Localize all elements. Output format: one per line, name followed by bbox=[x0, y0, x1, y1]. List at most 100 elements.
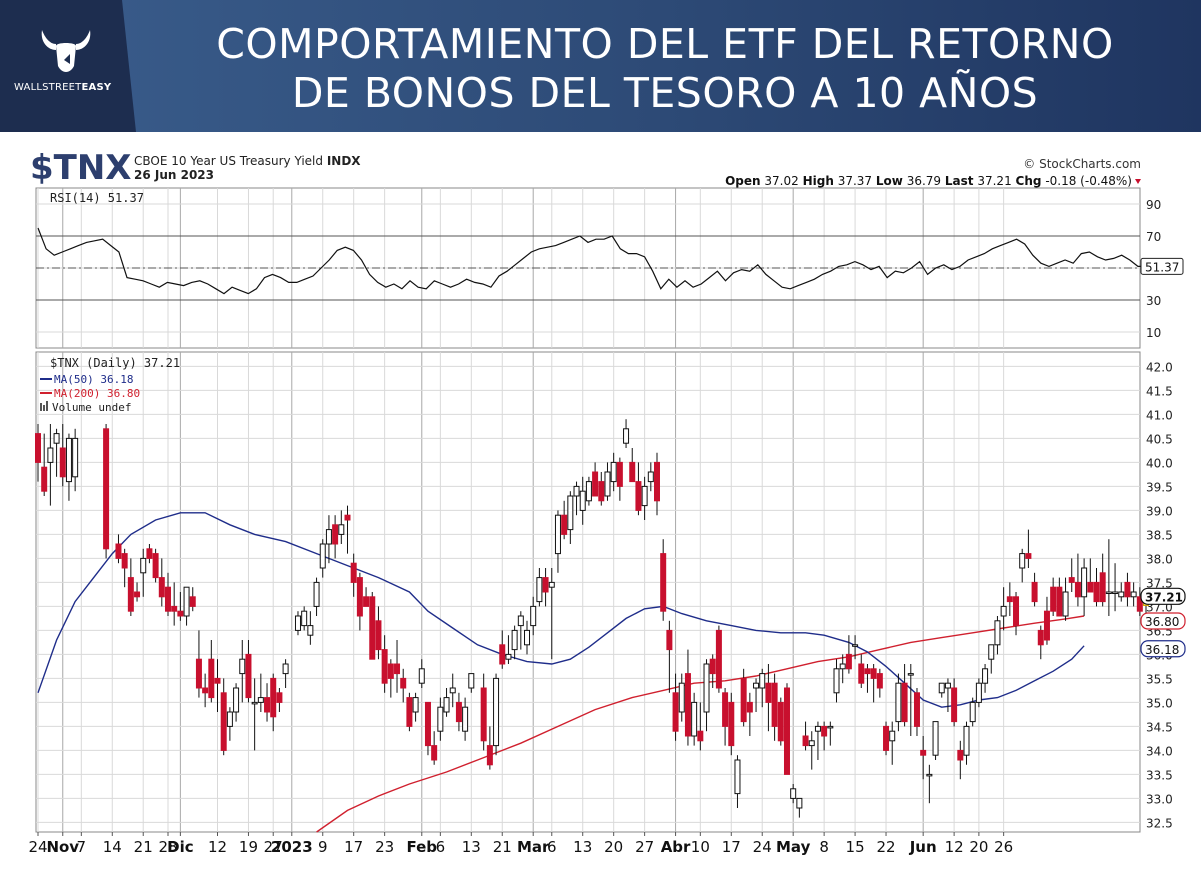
candle bbox=[845, 635, 852, 674]
rsi-label: RSI(14) 51.37 bbox=[50, 191, 144, 205]
x-tick-label: 9 bbox=[318, 838, 328, 856]
candle bbox=[338, 510, 345, 544]
candle-body bbox=[567, 495, 574, 531]
candle bbox=[356, 572, 363, 631]
x-tick-label: 7 bbox=[77, 838, 87, 856]
candle-body bbox=[517, 615, 524, 627]
candle bbox=[938, 682, 945, 698]
x-tick-label: 20 bbox=[969, 838, 988, 856]
candle-body bbox=[251, 701, 258, 705]
candle bbox=[678, 673, 685, 722]
stock-chart: $TNX CBOE 10 Year US Treasury Yield INDX… bbox=[28, 148, 1186, 856]
candle-body bbox=[932, 721, 939, 756]
x-tick-label: 12 bbox=[208, 838, 227, 856]
candle-body bbox=[684, 673, 691, 737]
candle bbox=[1118, 582, 1125, 602]
candle bbox=[722, 688, 729, 746]
candle bbox=[548, 568, 555, 660]
candle bbox=[72, 428, 79, 492]
candle-body bbox=[127, 577, 134, 612]
candle bbox=[152, 548, 159, 583]
candle bbox=[350, 553, 357, 597]
candle-body bbox=[598, 481, 605, 502]
candle bbox=[59, 424, 66, 487]
chart-date: 26 Jun 2023 bbox=[134, 168, 214, 182]
price-tick-label: 38.0 bbox=[1146, 552, 1173, 566]
candle bbox=[35, 424, 41, 482]
candle bbox=[381, 635, 388, 693]
candle-body bbox=[294, 615, 301, 631]
candle-body bbox=[895, 682, 902, 723]
candle-body bbox=[369, 596, 376, 660]
candle bbox=[901, 664, 908, 727]
candle bbox=[1124, 572, 1131, 607]
candle-body bbox=[462, 706, 469, 732]
candle bbox=[208, 640, 215, 703]
candle bbox=[146, 544, 153, 564]
x-tick-label: 20 bbox=[604, 838, 623, 856]
candle-body bbox=[635, 481, 642, 511]
candle-body bbox=[1006, 596, 1013, 603]
candle bbox=[554, 510, 561, 573]
x-tick-label: 2023 bbox=[271, 838, 313, 856]
candle-body bbox=[592, 471, 599, 497]
candle-body bbox=[920, 749, 927, 756]
candle-body bbox=[282, 663, 289, 675]
candle bbox=[1056, 577, 1063, 617]
candle bbox=[870, 664, 877, 703]
candle-body bbox=[524, 629, 531, 646]
candle bbox=[257, 673, 264, 712]
candle bbox=[852, 635, 859, 660]
ma50-line bbox=[37, 512, 1085, 708]
candle bbox=[140, 548, 147, 597]
candle-body bbox=[715, 629, 722, 689]
candle bbox=[294, 611, 301, 636]
candle bbox=[158, 558, 165, 607]
candle-body bbox=[709, 658, 716, 675]
x-tick-label: 21 bbox=[134, 838, 153, 856]
candle bbox=[195, 630, 202, 698]
candle-body bbox=[270, 677, 277, 718]
candle bbox=[431, 731, 438, 765]
candle bbox=[604, 462, 611, 501]
candle bbox=[796, 797, 803, 818]
x-tick-label: 15 bbox=[846, 838, 865, 856]
candle bbox=[951, 678, 958, 727]
candle bbox=[765, 664, 772, 732]
candle bbox=[1025, 529, 1032, 568]
candle bbox=[511, 625, 518, 660]
candle bbox=[802, 721, 809, 751]
candle bbox=[493, 673, 500, 756]
candle-body bbox=[660, 553, 667, 612]
candle-body bbox=[121, 553, 128, 569]
candle bbox=[926, 764, 933, 804]
candle-body bbox=[753, 682, 760, 689]
candle-body bbox=[647, 471, 654, 483]
ma200-legend: MA(200) 36.80 bbox=[54, 387, 140, 400]
candle bbox=[864, 664, 871, 693]
x-tick-label: 26 bbox=[994, 838, 1013, 856]
candle-body bbox=[672, 692, 679, 732]
candle-body bbox=[802, 735, 809, 747]
candle-body bbox=[412, 697, 419, 713]
candle-body bbox=[418, 668, 425, 684]
candle bbox=[542, 568, 549, 607]
price-tick-label: 32.5 bbox=[1146, 816, 1173, 830]
candle bbox=[344, 505, 351, 554]
price-last-tag-value: 36.80 bbox=[1145, 615, 1179, 629]
candle bbox=[53, 428, 60, 477]
candle bbox=[245, 640, 252, 703]
candle-body bbox=[883, 725, 890, 751]
candle bbox=[517, 611, 524, 650]
candle-body bbox=[957, 749, 964, 761]
candle-body bbox=[468, 673, 475, 689]
price-tick-label: 35.5 bbox=[1146, 672, 1173, 686]
candle-body bbox=[852, 644, 859, 647]
candle bbox=[839, 654, 846, 684]
candle bbox=[920, 736, 927, 780]
candle-body bbox=[220, 692, 227, 751]
candle-body bbox=[493, 677, 500, 747]
candle-body bbox=[319, 543, 326, 569]
candle bbox=[406, 692, 413, 732]
candle-body bbox=[808, 740, 815, 747]
